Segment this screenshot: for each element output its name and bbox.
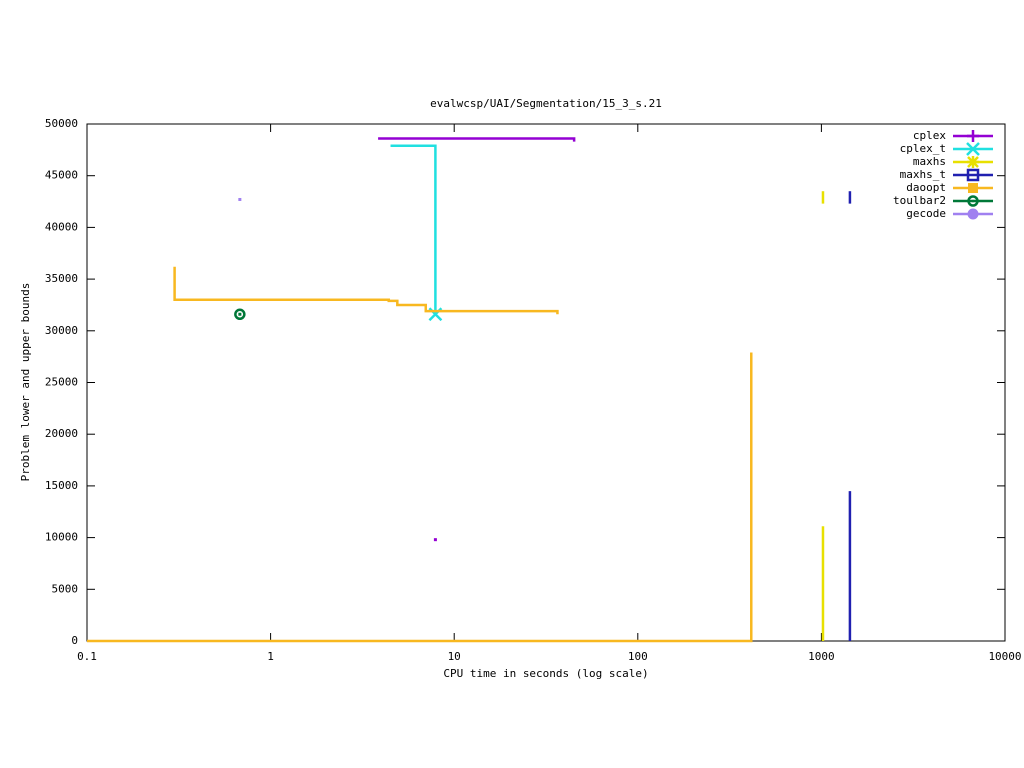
legend-marker	[968, 183, 978, 193]
y-tick-label: 50000	[45, 117, 78, 130]
legend-marker-part	[966, 142, 980, 156]
series-line	[390, 144, 437, 315]
y-tick-label: 30000	[45, 324, 78, 337]
legend-marker-part	[967, 156, 979, 168]
y-tick-label: 35000	[45, 272, 78, 285]
legend-marker-part	[966, 168, 980, 182]
x-tick-label: 0.1	[77, 650, 97, 663]
point-marker-part	[234, 308, 246, 321]
point-marker	[234, 308, 246, 321]
y-tick-label: 45000	[45, 169, 78, 182]
y-tick-label: 40000	[45, 220, 78, 233]
series-line	[378, 137, 576, 142]
chart-title: evalwcsp/UAI/Segmentation/15_3_s.21	[430, 97, 662, 110]
legend-marker-part	[971, 199, 975, 203]
x-tick-label: 1	[267, 650, 274, 663]
legend-label: maxhs	[913, 155, 946, 168]
legend-label: daoopt	[906, 181, 946, 194]
legend-label: cplex	[913, 129, 946, 142]
legend-label: toulbar2	[893, 194, 946, 207]
y-tick-label: 5000	[52, 582, 79, 595]
legend-marker-part	[968, 183, 978, 193]
legend-marker	[966, 168, 980, 182]
legend-marker	[967, 156, 979, 168]
y-tick-label: 20000	[45, 427, 78, 440]
data-point	[433, 538, 437, 542]
y-axis-label: Problem lower and upper bounds	[19, 283, 32, 482]
legend-label: gecode	[906, 207, 946, 220]
data-point	[238, 197, 242, 201]
plot-frame	[86, 123, 1006, 642]
legend-marker-part	[967, 195, 979, 207]
legend-marker	[966, 142, 980, 156]
x-axis-label: CPU time in seconds (log scale)	[443, 667, 648, 680]
series-line	[87, 352, 753, 643]
y-tick-label: 25000	[45, 376, 78, 389]
y-tick-label: 0	[71, 634, 78, 647]
series-line	[173, 266, 559, 315]
x-tick-label: 10000	[988, 650, 1021, 663]
y-tick-label: 15000	[45, 479, 78, 492]
legend-marker-part	[967, 208, 979, 220]
x-tick-label: 1000	[808, 650, 835, 663]
legend-marker	[967, 208, 979, 220]
x-tick-label: 100	[628, 650, 648, 663]
legend-label: maxhs_t	[900, 168, 946, 181]
point-marker-part	[238, 312, 242, 316]
legend-label: cplex_t	[900, 142, 946, 155]
legend-marker	[967, 195, 979, 207]
x-tick-label: 10	[448, 650, 461, 663]
y-tick-label: 10000	[45, 531, 78, 544]
legend-marker	[967, 130, 979, 142]
